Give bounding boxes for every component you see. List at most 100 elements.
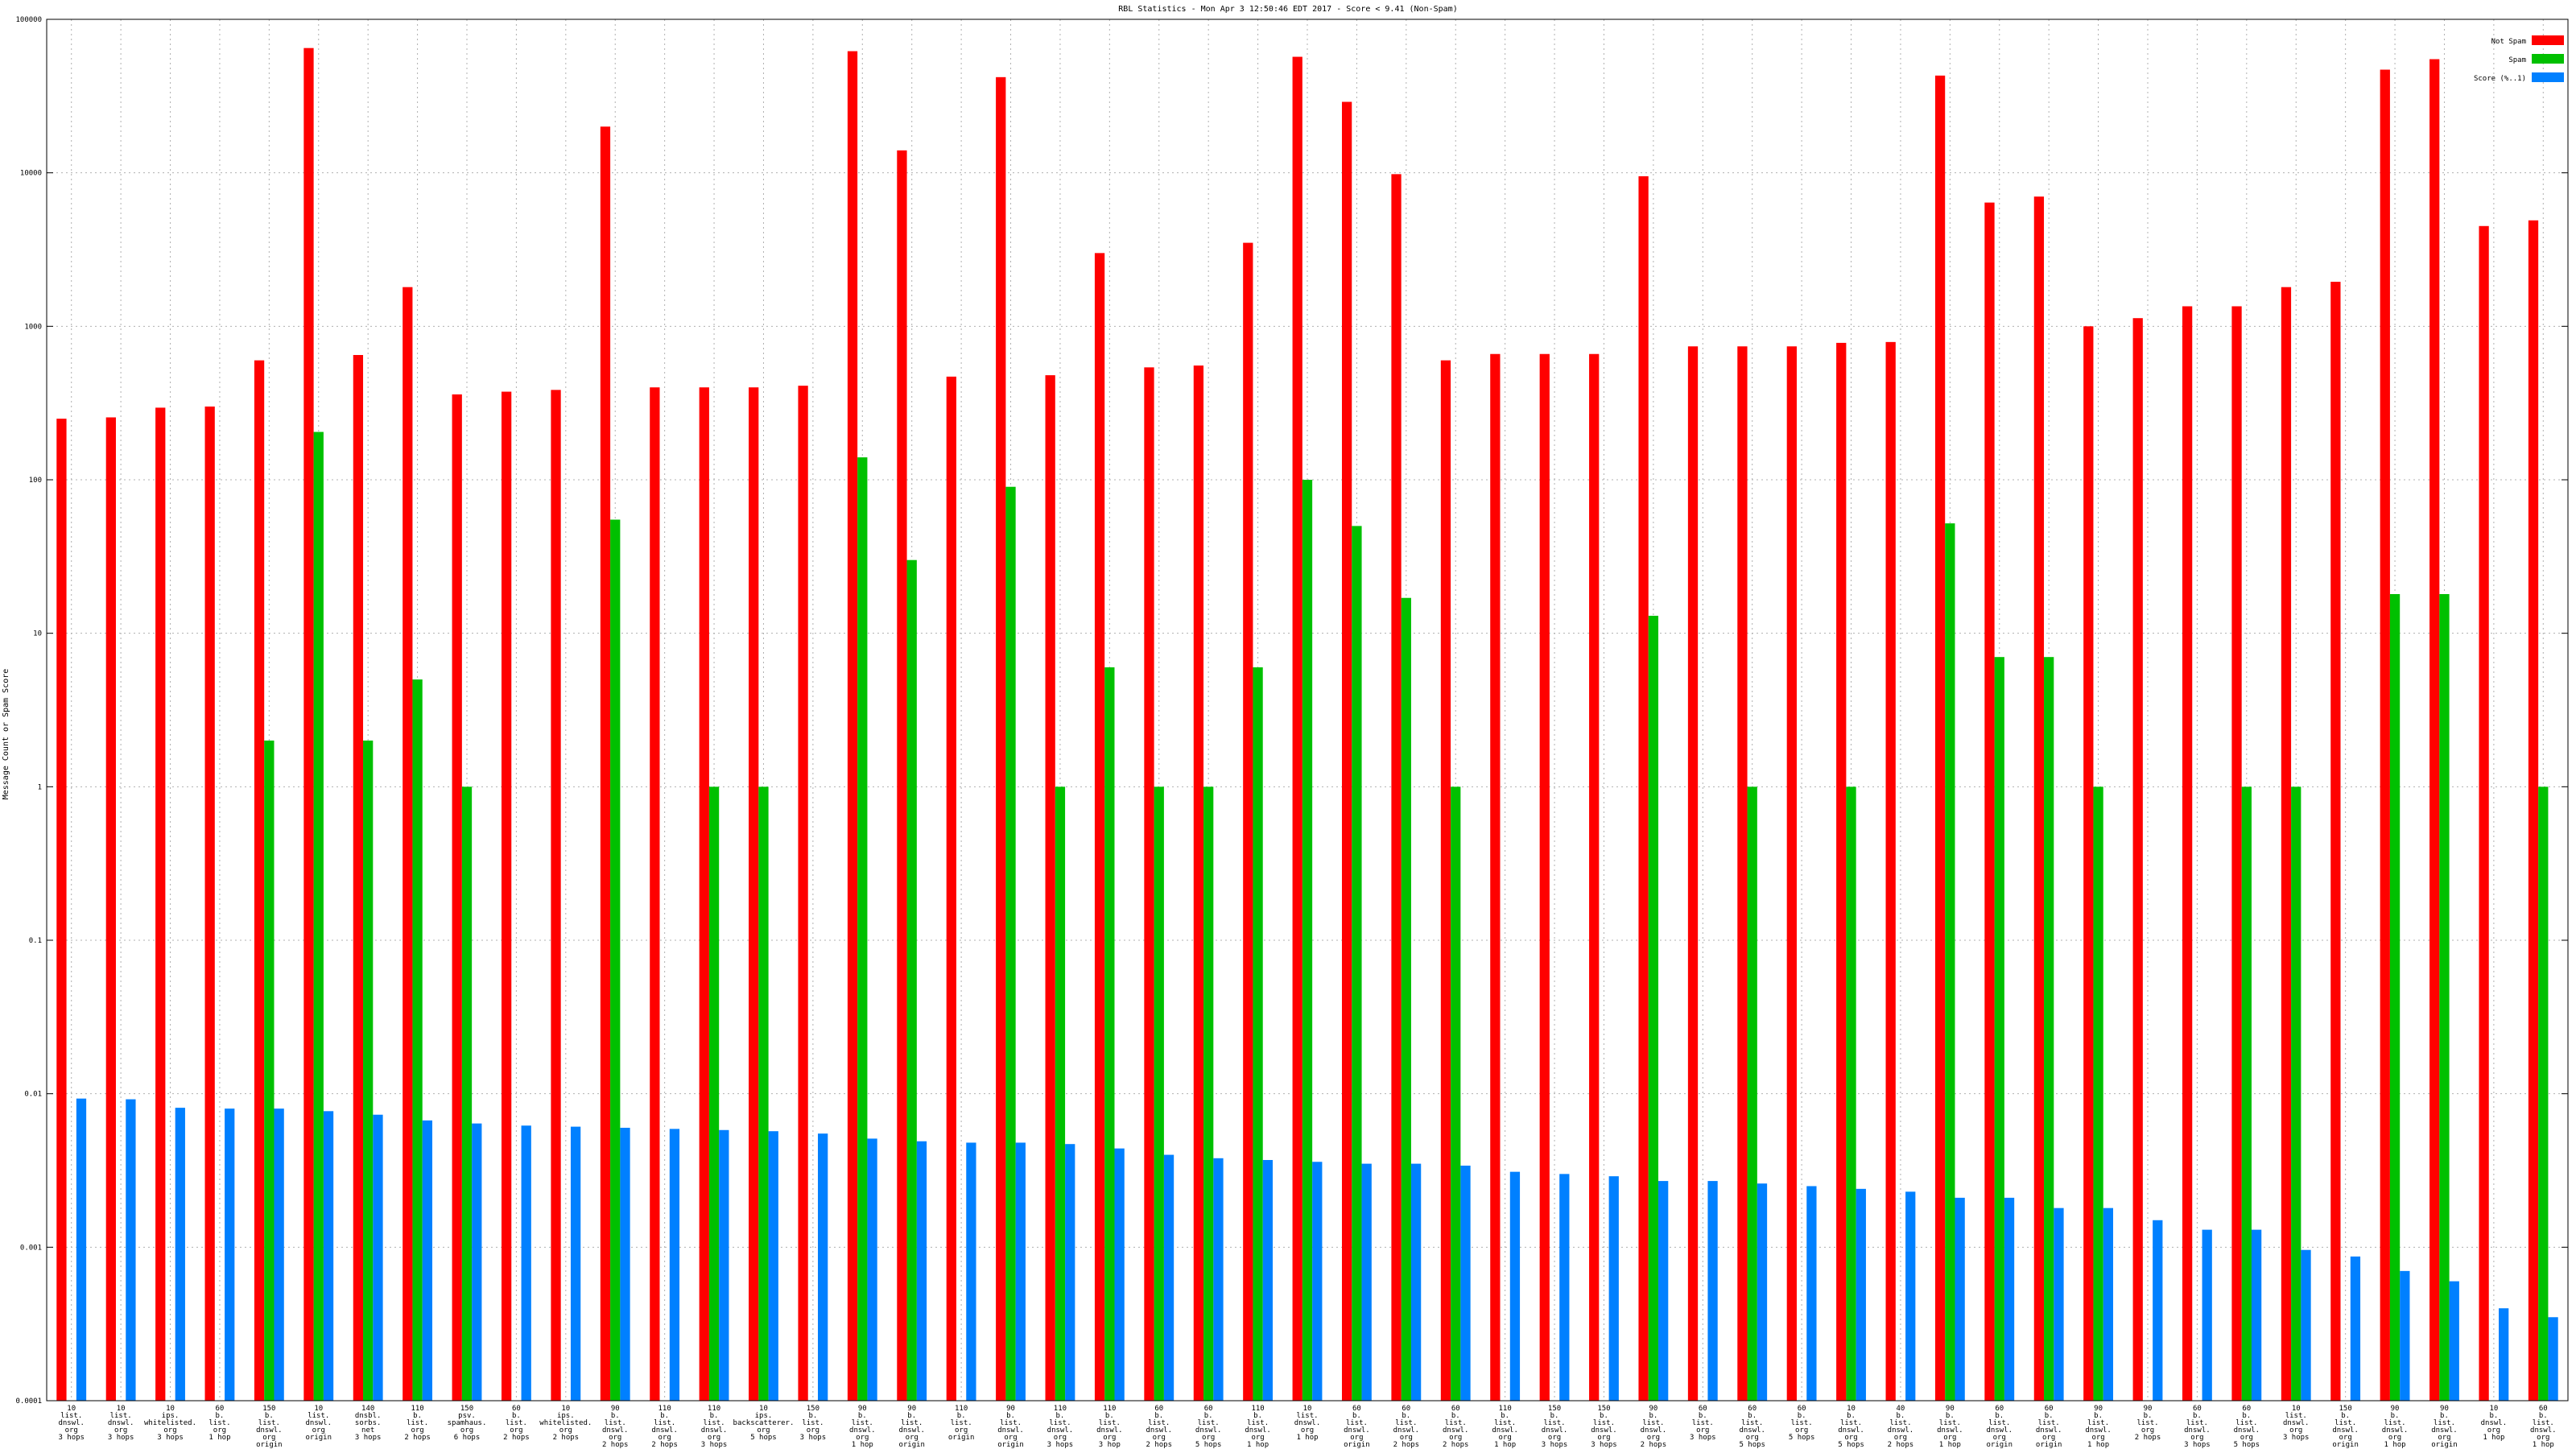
bar-not-spam bbox=[749, 387, 759, 1401]
bar-score-1 bbox=[2301, 1249, 2311, 1401]
bar-spam bbox=[1154, 786, 1164, 1401]
bar-not-spam bbox=[402, 287, 413, 1401]
bar-spam bbox=[2093, 786, 2103, 1401]
bar-spam bbox=[1451, 786, 1461, 1401]
bar-score-1 bbox=[1905, 1191, 1916, 1401]
x-category-label: 150 b. list. dnswl. org origin bbox=[256, 1405, 283, 1449]
x-category-label: 140 dnsbl. sorbs. net 3 hops bbox=[355, 1405, 382, 1442]
x-category-label: 90 b. list. dnswl. org 1 hop bbox=[849, 1405, 876, 1449]
bar-score-1 bbox=[1312, 1162, 1323, 1401]
bar-not-spam bbox=[2429, 59, 2440, 1402]
bar-score-1 bbox=[1955, 1197, 1965, 1401]
bar-score-1 bbox=[2202, 1229, 2212, 1401]
bar-score-1 bbox=[1213, 1158, 1224, 1401]
bar-not-spam bbox=[1786, 346, 1797, 1401]
bar-score-1 bbox=[1163, 1154, 1174, 1401]
bar-not-spam bbox=[2380, 69, 2390, 1401]
x-category-label: 150 b. list. org 3 hops bbox=[800, 1405, 827, 1442]
y-tick-label: 0.1 bbox=[29, 937, 42, 945]
bar-score-1 bbox=[1460, 1165, 1471, 1401]
bar-not-spam bbox=[2182, 306, 2193, 1401]
x-category-label: 60 b. list. org 5 hops bbox=[1789, 1405, 1815, 1442]
chart-title: RBL Statistics - Mon Apr 3 12:50:46 EDT … bbox=[1118, 5, 1457, 14]
bar-score-1 bbox=[1658, 1181, 1669, 1401]
x-category-label: 60 b. list. dnswl. org origin bbox=[1987, 1405, 2013, 1449]
bar-score-1 bbox=[1114, 1148, 1125, 1401]
bar-not-spam bbox=[996, 76, 1006, 1402]
y-tick-label: 0.0001 bbox=[15, 1397, 42, 1406]
bar-not-spam bbox=[353, 355, 364, 1401]
bar-spam bbox=[1005, 486, 1016, 1402]
bar-not-spam bbox=[2083, 326, 2094, 1401]
bar-score-1 bbox=[1757, 1183, 1768, 1401]
bar-not-spam bbox=[1391, 174, 1402, 1401]
x-category-label: 150 b. list. dnswl. org origin bbox=[2332, 1405, 2359, 1449]
bar-not-spam bbox=[1589, 353, 1600, 1402]
bar-spam bbox=[1104, 667, 1115, 1401]
x-category-label: 10 list. dnswl. org origin bbox=[306, 1405, 332, 1442]
bar-spam bbox=[857, 457, 868, 1402]
bar-not-spam bbox=[2330, 282, 2341, 1401]
bar-not-spam bbox=[650, 387, 660, 1401]
bar-spam bbox=[1352, 526, 1362, 1401]
y-tick-label: 100 bbox=[29, 477, 42, 485]
legend-swatch bbox=[2532, 72, 2564, 82]
bar-not-spam bbox=[303, 47, 314, 1402]
bar-score-1 bbox=[1361, 1163, 1372, 1401]
x-category-label: 60 b. list. dnswl. org 3 hops bbox=[2184, 1405, 2211, 1449]
bar-not-spam bbox=[2132, 318, 2143, 1402]
bar-score-1 bbox=[2499, 1308, 2509, 1401]
bar-score-1 bbox=[1065, 1144, 1075, 1401]
bar-score-1 bbox=[2004, 1197, 2015, 1401]
bar-not-spam bbox=[452, 394, 462, 1402]
bar-score-1 bbox=[818, 1133, 828, 1401]
bar-score-1 bbox=[1559, 1174, 1570, 1401]
bar-score-1 bbox=[570, 1126, 581, 1401]
x-category-label: 60 b. list. dnswl. org origin bbox=[1344, 1405, 1370, 1449]
bar-score-1 bbox=[126, 1099, 136, 1401]
bar-not-spam bbox=[1292, 56, 1302, 1402]
bar-spam bbox=[1747, 786, 1757, 1401]
x-category-label: 110 b. list. org origin bbox=[948, 1405, 975, 1442]
x-category-label: 90 b. list. dnswl. org origin bbox=[997, 1405, 1024, 1449]
bar-not-spam bbox=[1984, 202, 1995, 1401]
x-category-label: 60 b. list. dnswl. org 5 hops bbox=[2234, 1405, 2260, 1449]
x-category-label: 10 list. dnswl. org 3 hops bbox=[2283, 1405, 2310, 1442]
bar-not-spam bbox=[699, 387, 709, 1401]
bar-not-spam bbox=[1341, 101, 1352, 1401]
bar-not-spam bbox=[501, 391, 512, 1401]
bar-spam bbox=[1846, 786, 1856, 1401]
bar-score-1 bbox=[1410, 1163, 1422, 1401]
bar-not-spam bbox=[2281, 287, 2292, 1401]
x-category-label: 60 b. list. dnswl. org 2 hops bbox=[1443, 1405, 1469, 1449]
x-category-label: 110 b. list. dnswl. org 3 hops bbox=[701, 1405, 728, 1449]
y-tick-label: 100000 bbox=[15, 16, 42, 24]
bar-not-spam bbox=[1094, 253, 1105, 1402]
y-tick-label: 1000 bbox=[24, 323, 42, 331]
x-category-label: 90 b. list. dnswl. org 1 hop bbox=[2382, 1405, 2409, 1449]
bar-score-1 bbox=[1707, 1181, 1718, 1401]
y-tick-label: 10000 bbox=[20, 170, 42, 178]
bar-score-1 bbox=[867, 1138, 877, 1401]
bar-score-1 bbox=[521, 1125, 531, 1401]
legend-label: Spam bbox=[2508, 56, 2526, 64]
x-category-label: 110 b. list. dnswl. org 1 hop bbox=[1492, 1405, 1518, 1449]
bar-score-1 bbox=[2103, 1208, 2114, 1401]
bar-spam bbox=[412, 679, 423, 1401]
legend: Not Spam Spam Score (%..1) bbox=[2474, 35, 2564, 83]
x-category-label: 10 ips. backscatterer. org 5 hops bbox=[733, 1405, 795, 1442]
bar-spam bbox=[906, 559, 917, 1401]
legend-swatch bbox=[2532, 54, 2564, 64]
x-category-label: 90 b. list. dnswl. org 1 hop bbox=[1937, 1405, 1963, 1449]
x-category-label: 110 b. list. org 2 hops bbox=[404, 1405, 431, 1442]
bar-not-spam bbox=[1687, 346, 1699, 1401]
bar-score-1 bbox=[768, 1131, 778, 1401]
bar-score-1 bbox=[373, 1114, 383, 1401]
bar-score-1 bbox=[2054, 1208, 2064, 1401]
bar-not-spam bbox=[1440, 360, 1451, 1401]
x-category-label: 90 b. list. dnswl. org 1 hop bbox=[2085, 1405, 2112, 1449]
x-category-label: 60 b. list. org 3 hops bbox=[1690, 1405, 1716, 1442]
bar-spam bbox=[1302, 480, 1313, 1401]
bar-score-1 bbox=[422, 1120, 433, 1401]
bar-score-1 bbox=[76, 1098, 87, 1401]
